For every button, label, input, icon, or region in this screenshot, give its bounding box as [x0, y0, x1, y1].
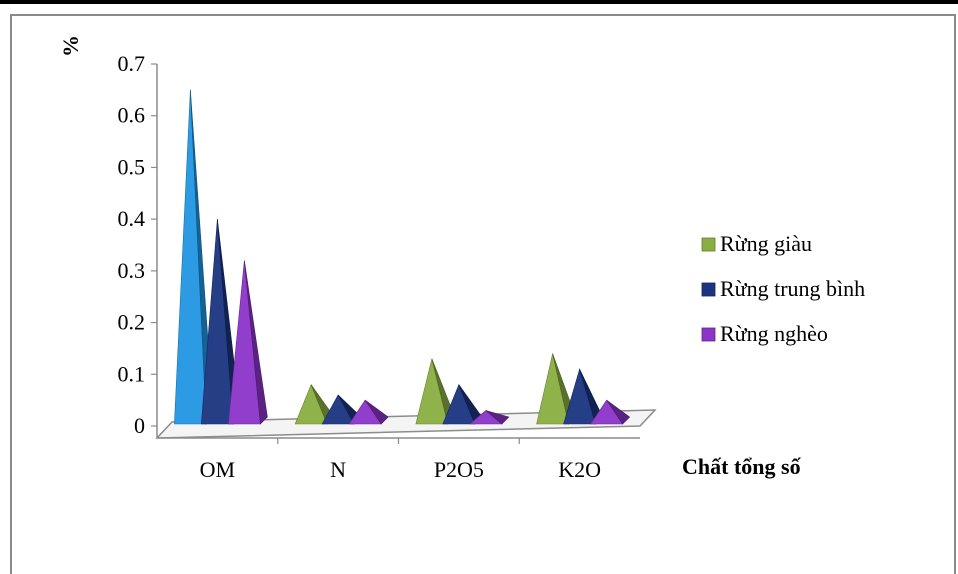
y-tick-label: 0.3 — [118, 258, 146, 283]
y-tick-label: 0.7 — [118, 51, 146, 76]
legend-swatch — [701, 282, 716, 297]
x-axis-title: Chất tổng số — [682, 454, 802, 479]
pyramid-side-face — [244, 260, 268, 425]
pyramid-bar-chart: % Chất tổng số 0 0.1 0.2 0.3 0.4 0.5 0.6 0.7 OM N… — [58, 35, 865, 482]
pyramid-bar-p2o5-2 — [442, 383, 483, 425]
y-tick-label: 0.6 — [118, 103, 146, 128]
legend-label: Rừng nghèo — [720, 321, 828, 346]
y-axis-label: % — [58, 35, 83, 57]
pyramid-bar-om-3 — [228, 260, 268, 425]
y-tick-label: 0 — [134, 413, 145, 438]
y-tick-label: 0.1 — [118, 361, 146, 386]
pyramid-bar-n-3 — [348, 399, 389, 425]
y-tick-label: 0.2 — [118, 310, 146, 335]
y-tick-label: 0.4 — [118, 206, 146, 231]
pyramid-side-face — [364, 399, 389, 425]
x-tick-label: OM — [200, 457, 235, 482]
pyramid-bar-k2o-3 — [590, 399, 631, 425]
pyramid-bar-p2o5-3 — [469, 410, 510, 425]
legend-item-3: Rừng nghèo — [701, 321, 828, 346]
x-tick-label: N — [330, 457, 346, 482]
legend-item-1: Rừng giàu — [701, 231, 812, 256]
x-tick-label: P2O5 — [434, 457, 484, 482]
chart-frame — [10, 14, 956, 574]
x-tick-label: K2O — [558, 457, 601, 482]
top-border — [0, 0, 958, 4]
pyramid-side-face — [485, 410, 510, 425]
legend-label: Rừng giàu — [720, 231, 812, 256]
legend-swatch — [701, 327, 716, 342]
pyramid-side-face — [606, 399, 631, 425]
pyramid-bar-p2o5-1 — [415, 358, 456, 425]
legend-item-2: Rừng trung bình — [701, 276, 865, 301]
legend-label: Rừng trung bình — [720, 276, 865, 301]
y-tick-label: 0.5 — [118, 154, 146, 179]
legend-swatch — [701, 237, 716, 252]
